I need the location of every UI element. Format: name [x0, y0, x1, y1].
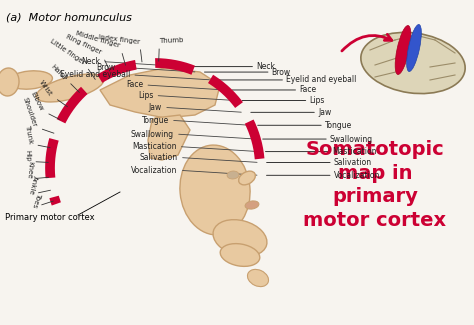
- Text: Primary motor cortex: Primary motor cortex: [5, 214, 95, 223]
- Ellipse shape: [361, 32, 465, 94]
- Text: Vocalization: Vocalization: [334, 171, 380, 180]
- Ellipse shape: [238, 171, 255, 185]
- Text: Brow: Brow: [272, 68, 291, 77]
- Text: Knee: Knee: [26, 162, 33, 179]
- Ellipse shape: [180, 145, 250, 235]
- Text: (a)  Motor homunculus: (a) Motor homunculus: [6, 12, 132, 22]
- Text: Lips: Lips: [310, 96, 325, 105]
- Text: Lips: Lips: [138, 91, 154, 100]
- Text: Eyelid and eyeball: Eyelid and eyeball: [286, 75, 356, 84]
- Text: Index finger: Index finger: [98, 34, 140, 45]
- Text: Salivation: Salivation: [140, 153, 178, 162]
- Text: Swallowing: Swallowing: [330, 135, 373, 144]
- Text: Somatotopic
map in
primary
motor cortex: Somatotopic map in primary motor cortex: [303, 140, 447, 230]
- Text: Mastication: Mastication: [132, 142, 177, 151]
- Text: Tongue: Tongue: [325, 121, 352, 130]
- Text: Middle finger: Middle finger: [75, 31, 121, 49]
- Ellipse shape: [220, 244, 260, 266]
- Ellipse shape: [395, 26, 411, 74]
- Text: Brow: Brow: [97, 63, 116, 72]
- Text: Salivation: Salivation: [334, 158, 372, 167]
- Text: Ankle: Ankle: [28, 175, 38, 195]
- Text: Face: Face: [299, 85, 316, 95]
- Text: Toes: Toes: [31, 192, 42, 208]
- Text: Neck: Neck: [81, 57, 100, 66]
- Text: Jaw: Jaw: [149, 103, 162, 112]
- Text: Thumb: Thumb: [159, 37, 184, 44]
- Text: Tongue: Tongue: [142, 116, 169, 125]
- Text: Mastication: Mastication: [333, 147, 377, 156]
- Text: Swallowing: Swallowing: [131, 130, 174, 138]
- Text: Eyelid and eyeball: Eyelid and eyeball: [60, 71, 130, 79]
- Polygon shape: [148, 115, 190, 160]
- Text: Jaw: Jaw: [318, 108, 331, 117]
- Ellipse shape: [245, 201, 259, 209]
- Text: Shoulder: Shoulder: [22, 96, 38, 128]
- Ellipse shape: [407, 24, 421, 72]
- Text: Hand: Hand: [50, 63, 67, 80]
- Text: Vocalization: Vocalization: [131, 166, 178, 175]
- Ellipse shape: [247, 269, 269, 287]
- Polygon shape: [100, 68, 220, 118]
- FancyArrowPatch shape: [342, 34, 392, 51]
- Text: Trunk: Trunk: [24, 124, 33, 144]
- Text: Hip: Hip: [25, 150, 31, 162]
- Ellipse shape: [185, 186, 199, 204]
- Text: Face: Face: [126, 81, 143, 89]
- Text: Wrist: Wrist: [38, 79, 54, 97]
- Ellipse shape: [36, 74, 104, 102]
- Text: Elbow: Elbow: [30, 90, 45, 112]
- Ellipse shape: [0, 68, 19, 96]
- Text: Ring finger: Ring finger: [65, 34, 102, 56]
- Ellipse shape: [8, 71, 53, 89]
- Text: Neck: Neck: [256, 62, 275, 71]
- Ellipse shape: [227, 171, 239, 179]
- Text: Little finger: Little finger: [49, 38, 86, 65]
- Ellipse shape: [213, 220, 267, 256]
